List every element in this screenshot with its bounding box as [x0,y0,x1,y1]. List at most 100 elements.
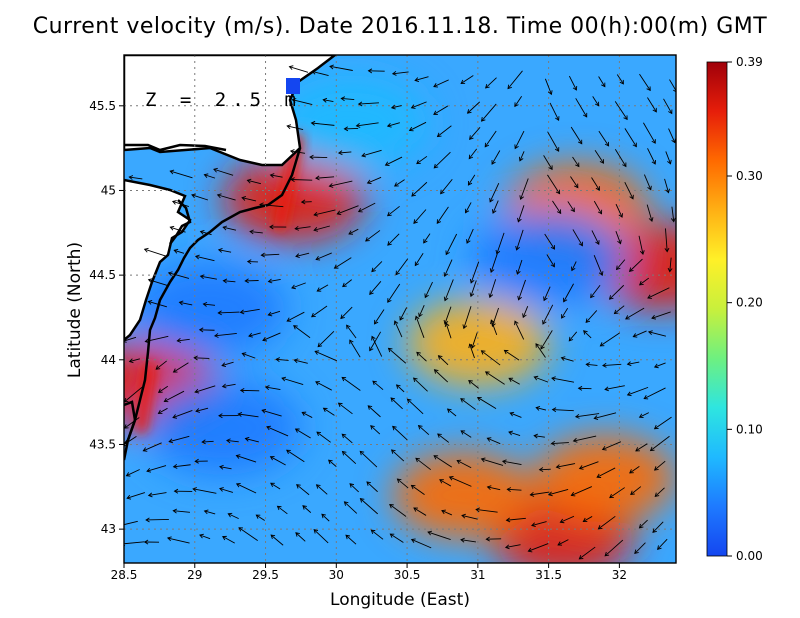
current-arrow [551,376,575,383]
current-arrow [235,482,257,494]
x-tick-label: 30.5 [394,568,421,582]
current-arrow [176,338,190,343]
current-arrow [630,486,642,496]
current-arrow [654,487,665,498]
current-arrow [466,228,474,244]
current-arrow [313,529,329,544]
current-arrow [239,388,260,393]
current-arrow [446,408,457,417]
current-arrow [343,501,358,514]
current-arrow [615,259,626,271]
x-tick-label: 30 [329,568,344,582]
current-arrow [414,253,424,267]
current-arrow [386,205,400,217]
current-arrow [172,464,191,469]
current-arrow [460,430,472,438]
current-arrow [601,441,622,451]
current-arrow [255,514,265,521]
current-arrow [322,97,334,103]
current-arrow [561,307,569,319]
current-arrow [345,534,357,545]
x-axis-label: Longitude (East) [330,590,470,610]
y-tick-label: 45 [101,183,116,197]
current-arrow [262,332,281,342]
current-arrow [293,358,308,364]
current-arrow [461,513,478,520]
current-arrow [219,487,234,493]
current-arrow [340,96,355,102]
current-arrow [163,390,185,403]
current-arrow [557,539,569,546]
current-arrow [443,306,452,325]
current-arrow [437,433,450,443]
current-arrow [328,459,337,467]
current-arrow [598,76,606,88]
current-arrow [395,384,405,393]
current-arrow [547,489,569,497]
current-arrow [570,486,593,497]
current-arrow [386,122,400,128]
current-arrow [469,280,477,298]
current-arrow [371,335,383,357]
current-arrow [147,278,168,286]
current-arrow [367,405,381,418]
current-arrow [389,533,404,543]
y-ticks: 43 43.5 44 44.5 45 45.5 [89,99,124,536]
y-tick-label: 43.5 [89,437,116,451]
current-arrow [370,425,381,435]
current-arrow [311,305,328,318]
current-arrow [480,457,504,466]
current-arrow [436,206,449,224]
current-arrow [291,98,313,106]
depth-label: Z = 2.5 m [145,89,302,111]
current-arrow [316,431,331,443]
current-arrow [301,411,313,418]
current-arrow [517,205,525,223]
current-arrow [235,454,257,463]
current-arrow [638,235,645,255]
x-tick-label: 29.5 [252,568,279,582]
current-arrow [239,308,260,315]
current-arrow [168,435,190,444]
current-arrow [294,428,311,439]
current-arrow [549,102,560,121]
current-arrow [213,332,237,338]
current-arrow [264,385,281,391]
current-arrow [665,151,672,165]
current-arrow [514,130,525,150]
current-arrow [615,203,623,218]
current-arrow [652,521,664,533]
x-tick-label: 32 [612,568,627,582]
speed-region [533,434,676,523]
current-arrow [195,407,209,413]
current-arrow [390,449,405,462]
current-arrow [226,438,239,444]
current-arrow [294,225,311,231]
current-arrow [632,330,647,338]
current-arrow [315,484,328,495]
current-arrow [329,64,353,71]
current-arrow [485,536,502,542]
current-arrow [572,229,583,247]
current-arrow [643,387,666,400]
current-arrow [613,305,625,315]
current-arrow [550,440,569,446]
current-arrow [399,307,408,321]
current-arrow [439,479,452,487]
current-arrow [546,254,555,268]
current-arrow [572,156,580,168]
current-arrow [410,484,425,496]
speed-region [145,379,302,476]
current-arrow [522,305,529,319]
current-arrow [616,74,624,85]
current-arrow [392,425,408,441]
current-arrow [155,360,167,370]
current-arrow [597,515,616,530]
current-arrow [316,284,329,292]
current-arrow [414,315,425,338]
current-arrow [614,149,627,168]
current-arrow [313,209,336,217]
current-arrow [302,505,312,513]
current-arrow [484,130,497,148]
current-arrow [514,95,523,108]
